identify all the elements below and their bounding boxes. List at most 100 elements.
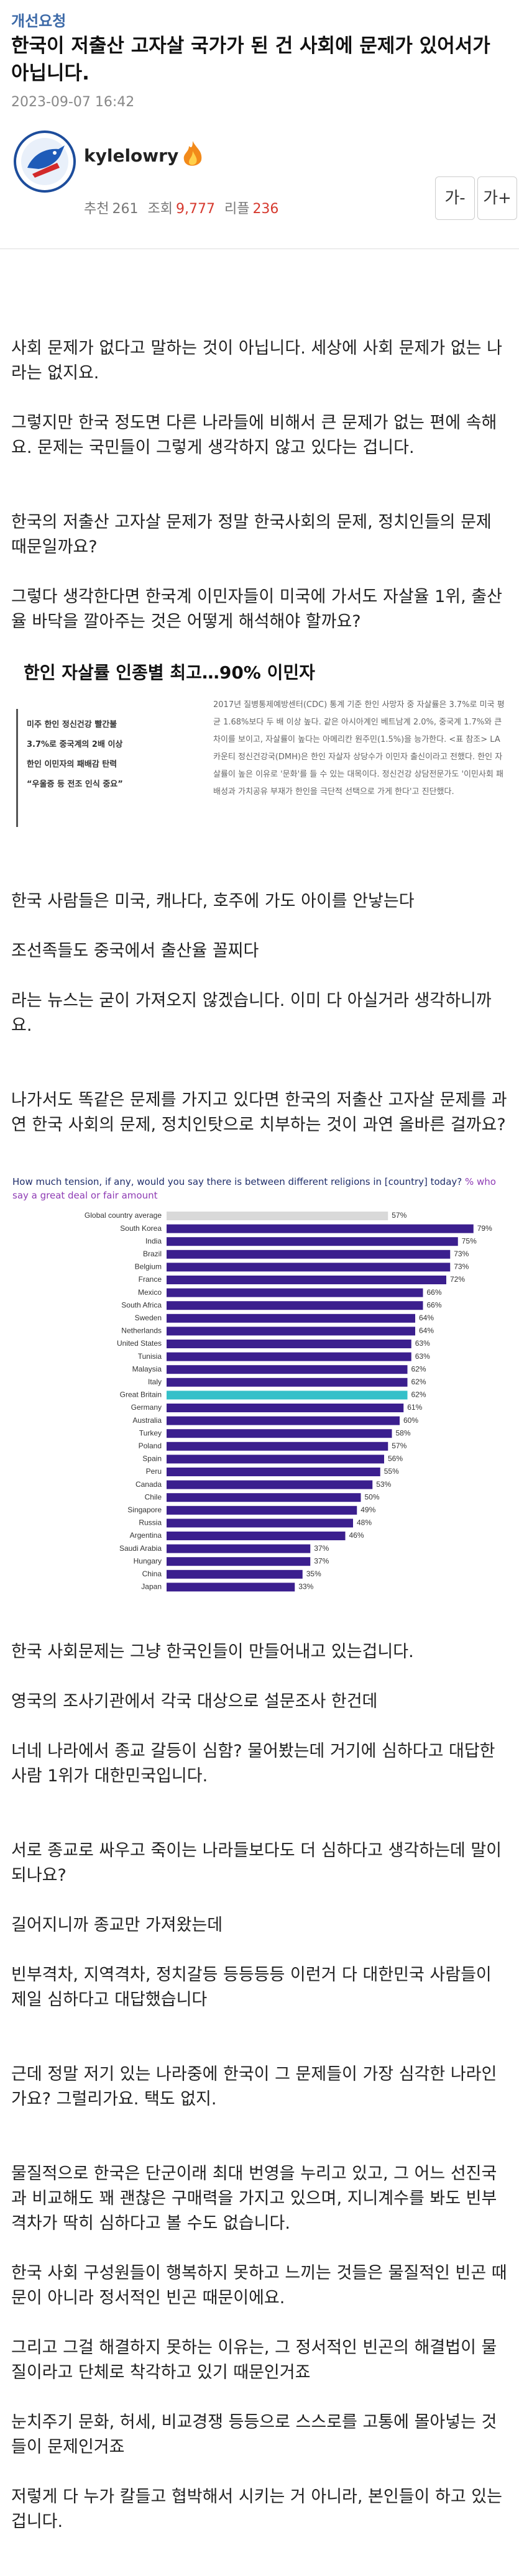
bar — [167, 1276, 446, 1284]
value-label: 49% — [361, 1505, 375, 1514]
bar — [167, 1468, 380, 1476]
bar — [167, 1505, 357, 1515]
bar — [167, 1249, 451, 1259]
bar — [167, 1441, 388, 1451]
category-label: Peru — [146, 1467, 162, 1476]
paragraph: 나가서도 똑같은 문제를 가지고 있다면 한국의 저출산 고자살 문제를 과연 … — [11, 1090, 507, 1135]
value-label: 53% — [376, 1480, 391, 1489]
news-quote: “우울증 등 전조 인식 중요” — [27, 780, 123, 789]
category-label: Turkey — [139, 1428, 162, 1437]
value-label: 64% — [419, 1313, 434, 1322]
post-title: 한국이 저출산 고자살 국가가 된 건 사회에 문제가 있어서가 아닙니다. — [11, 35, 490, 84]
value-label: 73% — [454, 1263, 469, 1271]
bar — [167, 1493, 361, 1502]
category-label: Malaysia — [132, 1364, 162, 1373]
news-quote: 한인 이민자의 패배감 탄력 — [27, 760, 117, 769]
bar — [167, 1263, 451, 1272]
category-label: Canada — [135, 1480, 162, 1489]
category-label: Tunisia — [138, 1352, 162, 1361]
value-label: 79% — [477, 1224, 492, 1233]
news-clip: 미주 한인 정신건강 빨간불 3.7%로 중국계의 2배 이상 한인 이민자의 … — [11, 697, 508, 864]
category-label: South Korea — [120, 1224, 162, 1233]
value-label: 61% — [407, 1403, 422, 1412]
category-label: India — [145, 1236, 162, 1245]
value-label: 62% — [411, 1377, 426, 1386]
value-label: 62% — [411, 1391, 426, 1399]
category-label: Hungary — [134, 1556, 162, 1565]
value-label: 63% — [415, 1339, 430, 1348]
category-label: Brazil — [143, 1249, 162, 1258]
value-label: 72% — [450, 1275, 465, 1284]
bar — [167, 1569, 303, 1579]
bar — [167, 1365, 408, 1374]
category-label: Italy — [148, 1377, 162, 1386]
paragraph: 조선족들도 중국에서 출산율 꼴찌다 — [11, 941, 259, 961]
paragraph: 근데 정말 저기 있는 나라중에 한국이 그 문제들이 가장 심각한 나라인가요… — [11, 2065, 497, 2109]
category-label: Argentina — [130, 1531, 162, 1540]
category-label: Mexico — [138, 1288, 162, 1297]
value-label: 66% — [427, 1288, 442, 1297]
chart-plot: Global country average 57% South Korea 79% I… — [85, 1211, 492, 1592]
bar — [167, 1455, 384, 1464]
category-label: Chile — [145, 1492, 162, 1501]
news-text: 2017년 질병통제예방센터(CDC) 통계 기준 한인 사망자 중 자살률은 … — [213, 700, 505, 797]
paragraph: 저렇게 다 누가 칼들고 협박해서 시키는 거 아니라, 본인들이 하고 있는겁… — [11, 2487, 502, 2531]
paragraph: 서로 종교로 싸우고 죽이는 나라들보다도 더 심하다고 생각하는데 말이 되나… — [11, 1841, 502, 1885]
stat-label: 리플 — [224, 201, 250, 217]
stat-value: 236 — [252, 201, 279, 217]
bar — [167, 1237, 458, 1246]
value-label: 57% — [392, 1441, 406, 1450]
value-label: 46% — [349, 1531, 364, 1540]
post-stats: 추천 261 조회 9,777 리플 236 — [84, 198, 283, 217]
paragraph: 그렇지만 한국 정도면 다른 나라들에 비해서 큰 문제가 없는 편에 속해요.… — [11, 413, 497, 457]
bar — [167, 1327, 415, 1336]
paragraph: 길어지니까 종교만 가져왔는데 — [11, 1916, 223, 1935]
board-name[interactable]: 개선요청 — [11, 12, 67, 30]
value-label: 57% — [392, 1211, 406, 1220]
author-name[interactable]: kylelowry — [84, 145, 179, 166]
bar — [167, 1340, 411, 1348]
value-label: 64% — [419, 1327, 434, 1335]
bar — [167, 1416, 400, 1425]
stat-label: 추천 — [84, 201, 109, 217]
chart-subtitle: % who say a great deal or fair amount — [12, 1176, 496, 1201]
paragraph: 물질적으로 한국은 단군이래 최대 번영을 누리고 있고, 그 어느 선진국과 … — [11, 2164, 497, 2233]
category-label: Germany — [131, 1403, 162, 1412]
bar — [167, 1583, 295, 1592]
value-label: 56% — [388, 1455, 403, 1463]
post-date: 2023-09-07 16:42 — [11, 94, 135, 110]
paragraph: 한국 사람들은 미국, 캐나다, 호주에 가도 아이를 안낳는다 — [11, 892, 415, 911]
bar — [167, 1557, 311, 1566]
font-larger-button[interactable]: 가+ — [477, 176, 517, 220]
news-quote: 3.7%로 중국계의 2배 이상 — [27, 740, 123, 749]
bar — [167, 1544, 311, 1553]
avatar[interactable] — [14, 130, 76, 193]
category-label: Poland — [139, 1441, 162, 1450]
value-label: 55% — [384, 1467, 399, 1476]
post-header: 개선요청 한국이 저출산 고자살 국가가 된 건 사회에 문제가 있어서가 아닙… — [0, 0, 519, 249]
stat-value: 261 — [112, 201, 139, 217]
category-label: China — [142, 1569, 162, 1578]
value-label: 66% — [427, 1300, 442, 1309]
bar — [167, 1352, 411, 1361]
chart-heading: How much tension, if any, would you say … — [0, 1175, 519, 1202]
font-smaller-button[interactable]: 가- — [435, 176, 475, 220]
category-label: Sweden — [135, 1313, 162, 1322]
chart-title: How much tension, if any, would you say … — [12, 1176, 462, 1187]
category-label: Australia — [132, 1416, 162, 1425]
value-label: 60% — [403, 1416, 418, 1425]
value-label: 50% — [365, 1492, 380, 1501]
paragraph: 빈부격차, 지역격차, 정치갈등 등등등등 이런거 다 대한민국 사람들이 제일… — [11, 1965, 492, 2009]
post-content: 사회 문제가 없다고 말하는 것이 아닙니다. 세상에 사회 문제가 없는 나라… — [0, 336, 519, 2534]
value-label: 62% — [411, 1364, 426, 1373]
category-label: Spain — [142, 1455, 162, 1463]
bar — [167, 1519, 353, 1528]
paragraph: 그렇다 생각한다면 한국계 이민자들이 미국에 가서도 자살율 1위, 출산율 … — [11, 587, 502, 631]
value-label: 48% — [357, 1519, 372, 1527]
paragraph: 한국의 저출산 고자살 문제가 정말 한국사회의 문제, 정치인들의 문제 때문… — [11, 513, 492, 557]
value-label: 37% — [314, 1556, 329, 1565]
value-label: 37% — [314, 1544, 329, 1553]
bar — [167, 1404, 404, 1412]
